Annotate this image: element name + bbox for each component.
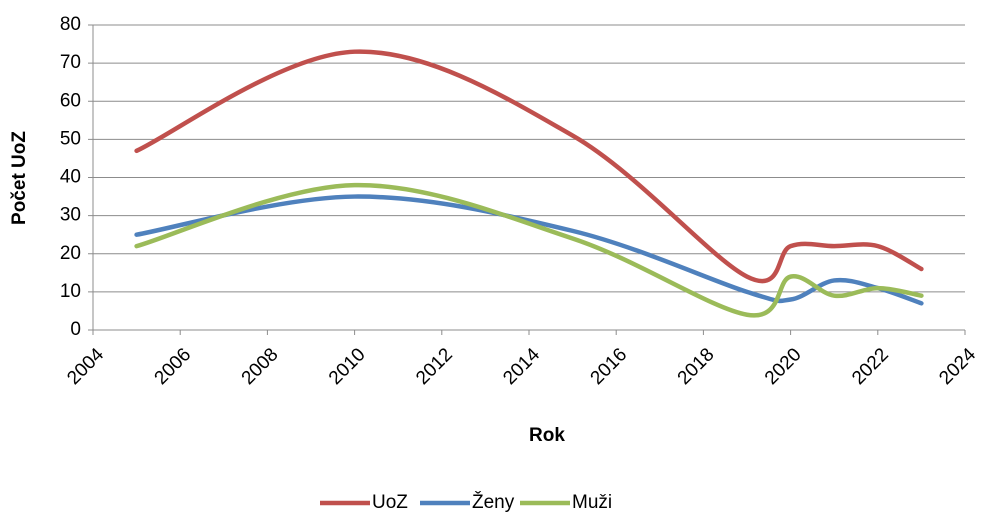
x-tick-label: 2014 <box>499 344 544 389</box>
y-axis-title: Počet UoZ <box>9 131 30 225</box>
x-tick-label: 2012 <box>412 344 457 389</box>
x-axis-title: Rok <box>529 425 565 446</box>
legend-label: UoZ <box>372 492 408 513</box>
x-tick-label: 2004 <box>63 344 108 389</box>
x-tick-label: 2024 <box>935 344 980 389</box>
series-line <box>134 182 924 318</box>
legend-label: Ženy <box>472 491 515 513</box>
x-tick-label: 2018 <box>674 344 719 389</box>
x-tick-label: 2006 <box>151 344 196 389</box>
x-tick-label: 2020 <box>761 344 806 389</box>
x-tick-label: 2016 <box>587 344 632 389</box>
y-tick-label: 50 <box>60 128 81 149</box>
y-tick-label: 80 <box>60 14 81 35</box>
y-tick-label: 20 <box>60 243 81 264</box>
y-tick-label: 30 <box>60 205 81 226</box>
x-tick-label: 2010 <box>325 344 370 389</box>
y-tick-label: 40 <box>60 167 81 188</box>
x-tick-label: 2008 <box>238 344 283 389</box>
x-tick-label: 2022 <box>848 344 893 389</box>
legend-label: Muži <box>572 492 612 513</box>
series-line <box>134 194 924 306</box>
series-line <box>134 49 924 284</box>
y-tick-label: 10 <box>60 281 81 302</box>
y-tick-label: 70 <box>60 52 81 73</box>
y-tick-label: 0 <box>70 319 81 340</box>
y-tick-label: 60 <box>60 90 81 111</box>
